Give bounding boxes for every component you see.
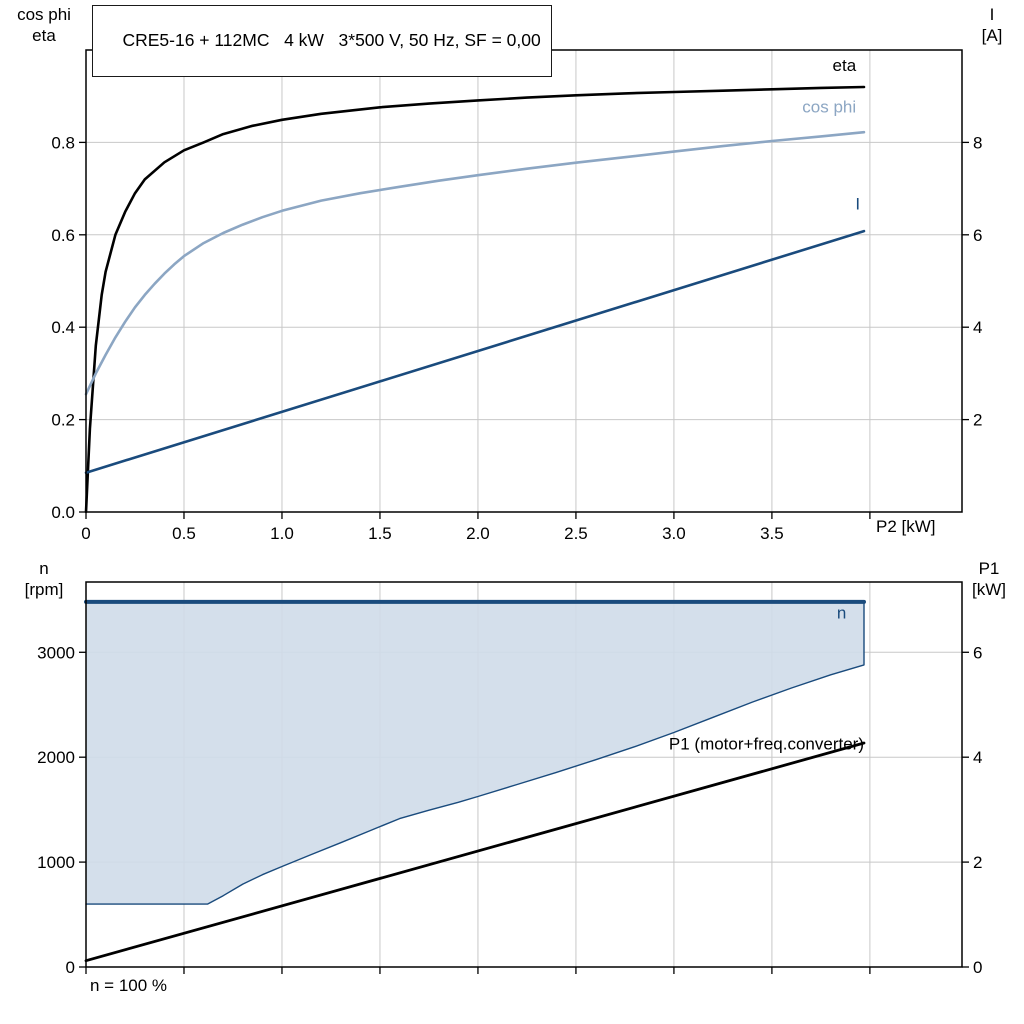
tick-label: 2000 xyxy=(37,748,75,767)
series-label: I xyxy=(855,194,860,213)
operating-region xyxy=(86,601,864,905)
tick-label: 0 xyxy=(81,524,90,543)
tick-label: 0.6 xyxy=(51,226,75,245)
tick-label: 0.4 xyxy=(51,318,75,337)
tick-label: 6 xyxy=(973,226,982,245)
tick-label: 2.0 xyxy=(466,524,490,543)
cos-phi-axis-label: cos phi xyxy=(17,5,71,24)
tick-label: 6 xyxy=(973,643,982,662)
tick-label: 0.8 xyxy=(51,133,75,152)
x-axis-label: P2 [kW] xyxy=(876,517,936,536)
p1-unit-label: [kW] xyxy=(972,580,1006,599)
plot-frame xyxy=(85,49,963,513)
current-axis-label: I xyxy=(989,5,995,24)
speed-unit-label: [rpm] xyxy=(24,580,64,599)
tick-label: 4 xyxy=(973,318,982,337)
speed-note: n = 100 % xyxy=(90,976,168,995)
tick-label: 1.0 xyxy=(270,524,294,543)
tick-label: 3.0 xyxy=(662,524,686,543)
speed-axis-label: n xyxy=(39,559,49,578)
tick-label: 0.5 xyxy=(172,524,196,543)
chart-title-box: CRE5-16 + 112MC 4 kW 3*500 V, 50 Hz, SF … xyxy=(92,5,552,77)
lower-right-axis-title: P1 [kW] xyxy=(958,558,1020,600)
tick-label: 2 xyxy=(973,853,982,872)
series-eta xyxy=(84,85,866,514)
upper-left-axis-title: cos phi eta xyxy=(4,4,84,46)
tick-label: 0.2 xyxy=(51,411,75,430)
tick-label: 2 xyxy=(973,411,982,430)
p1-axis-label: P1 xyxy=(978,559,1000,578)
tick-label: 0 xyxy=(66,958,75,977)
plot-frame xyxy=(85,581,963,968)
chart-title: CRE5-16 + 112MC 4 kW 3*500 V, 50 Hz, SF … xyxy=(122,30,541,50)
eta-axis-label: eta xyxy=(32,26,56,45)
series-label: eta xyxy=(833,56,857,75)
series-i xyxy=(84,229,866,475)
tick-label: 0 xyxy=(973,958,982,977)
tick-label: 3000 xyxy=(37,643,75,662)
upper-right-axis-title: I [A] xyxy=(964,4,1020,46)
series-label: n xyxy=(837,604,846,623)
lower-chart: n P1 (motor+freq.converter) 0 1000 2000 3000 0… xyxy=(37,581,982,977)
series-cos-phi xyxy=(84,130,866,396)
current-unit-label: [A] xyxy=(981,26,1003,45)
series-n-range-boundary xyxy=(85,601,865,905)
tick-label: 0.0 xyxy=(51,503,75,522)
lower-left-axis-title: n [rpm] xyxy=(8,558,80,600)
tick-label: 4 xyxy=(973,748,982,767)
tick-label: 1000 xyxy=(37,853,75,872)
upper-chart: eta cos phi I 0 0.5 1.0 1.5 2.0 2.5 3.0 3.5 0.0 0.2 0… xyxy=(51,49,982,543)
tick-label: 1.5 xyxy=(368,524,392,543)
series-label: cos phi xyxy=(802,97,856,116)
tick-label: 3.5 xyxy=(760,524,784,543)
series-p1-motor-freq-converter xyxy=(84,741,866,963)
tick-label: 2.5 xyxy=(564,524,588,543)
series-label: P1 (motor+freq.converter) xyxy=(669,734,864,753)
tick-label: 8 xyxy=(973,133,982,152)
